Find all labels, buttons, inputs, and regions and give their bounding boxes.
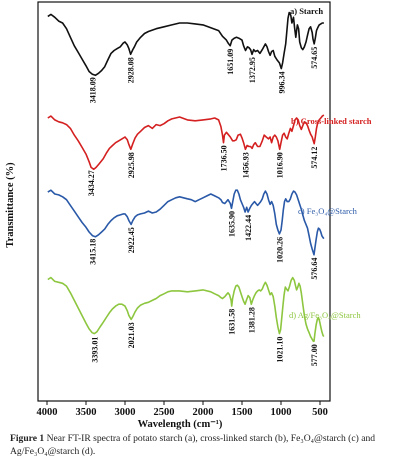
peak-label: 1736.50 (220, 145, 229, 171)
peak-label: 3415.18 (89, 239, 98, 265)
peak-label: 574.65 (310, 47, 319, 69)
peak-label: 3434.27 (87, 170, 96, 196)
x-tick-label: 500 (312, 407, 328, 418)
plot-frame (37, 1, 331, 402)
peak-label: 1020.26 (275, 237, 284, 263)
spectrum-line-a (47, 11, 324, 77)
peak-label: 1631.58 (228, 309, 237, 335)
series-labels-group: a) Starch b) Cross-linked starch c) Fe₃O₄@… (289, 6, 372, 320)
peak-label: 2928.08 (127, 57, 136, 83)
peak-label: 1456.93 (241, 152, 250, 178)
peak-label: 2925.98 (127, 152, 136, 178)
x-tick-label: 1500 (232, 407, 253, 418)
caption-text: Near FT-IR spectra of potato starch (a),… (10, 433, 376, 457)
series-label-c: c) Fe₃O₄@Starch (298, 206, 358, 216)
series-label-d: d) Ag/Fe₃O₄@Starch (289, 310, 361, 320)
spectra-group (47, 11, 325, 343)
peak-label: 1381.28 (247, 307, 256, 333)
peak-label: 1372.95 (248, 57, 257, 83)
figure-caption: Figure 1 Near FT-IR spectra of potato st… (10, 432, 402, 458)
peak-label: 1651.09 (226, 49, 235, 75)
peak-label: 2922.45 (127, 227, 136, 253)
peak-label: 576.64 (310, 258, 319, 280)
peak-label: 1021.10 (275, 337, 284, 363)
peak-label: 996.34 (277, 72, 286, 94)
caption-label: Figure 1 (10, 433, 45, 444)
series-label-a: a) Starch (290, 6, 323, 16)
x-axis-label: Wavelength (cm⁻¹) (138, 419, 223, 430)
peak-label: 3418.09 (88, 77, 97, 103)
peak-label: 3393.01 (90, 337, 99, 363)
x-tick-label: 2000 (193, 407, 214, 418)
x-tick-label: 2500 (154, 407, 175, 418)
peak-label: 577.00 (310, 344, 319, 366)
x-tick-label: 3000 (115, 407, 136, 418)
peak-label: 574.12 (310, 147, 319, 169)
peak-label: 1016.90 (276, 152, 285, 178)
y-axis-label: Transmittance (%) (5, 162, 16, 248)
x-tick-label: 3500 (76, 407, 97, 418)
x-tick-label: 1000 (271, 407, 292, 418)
peak-label: 2021.03 (127, 322, 136, 348)
peak-label: 1422.44 (244, 215, 253, 241)
x-axis-ticks: 4000 3500 3000 2500 2000 1500 1000 500 (37, 401, 328, 418)
spectrum-line-b (47, 114, 325, 171)
peak-labels-group: 3418.09 2928.08 1651.09 1372.95 996.34 574.65… (87, 47, 319, 367)
peak-label: 1635.90 (227, 211, 236, 237)
series-label-b: b) Cross-linked starch (291, 116, 372, 126)
spectrum-line-d (47, 276, 325, 343)
spectrum-line-c (47, 189, 325, 256)
x-tick-label: 4000 (37, 407, 58, 418)
